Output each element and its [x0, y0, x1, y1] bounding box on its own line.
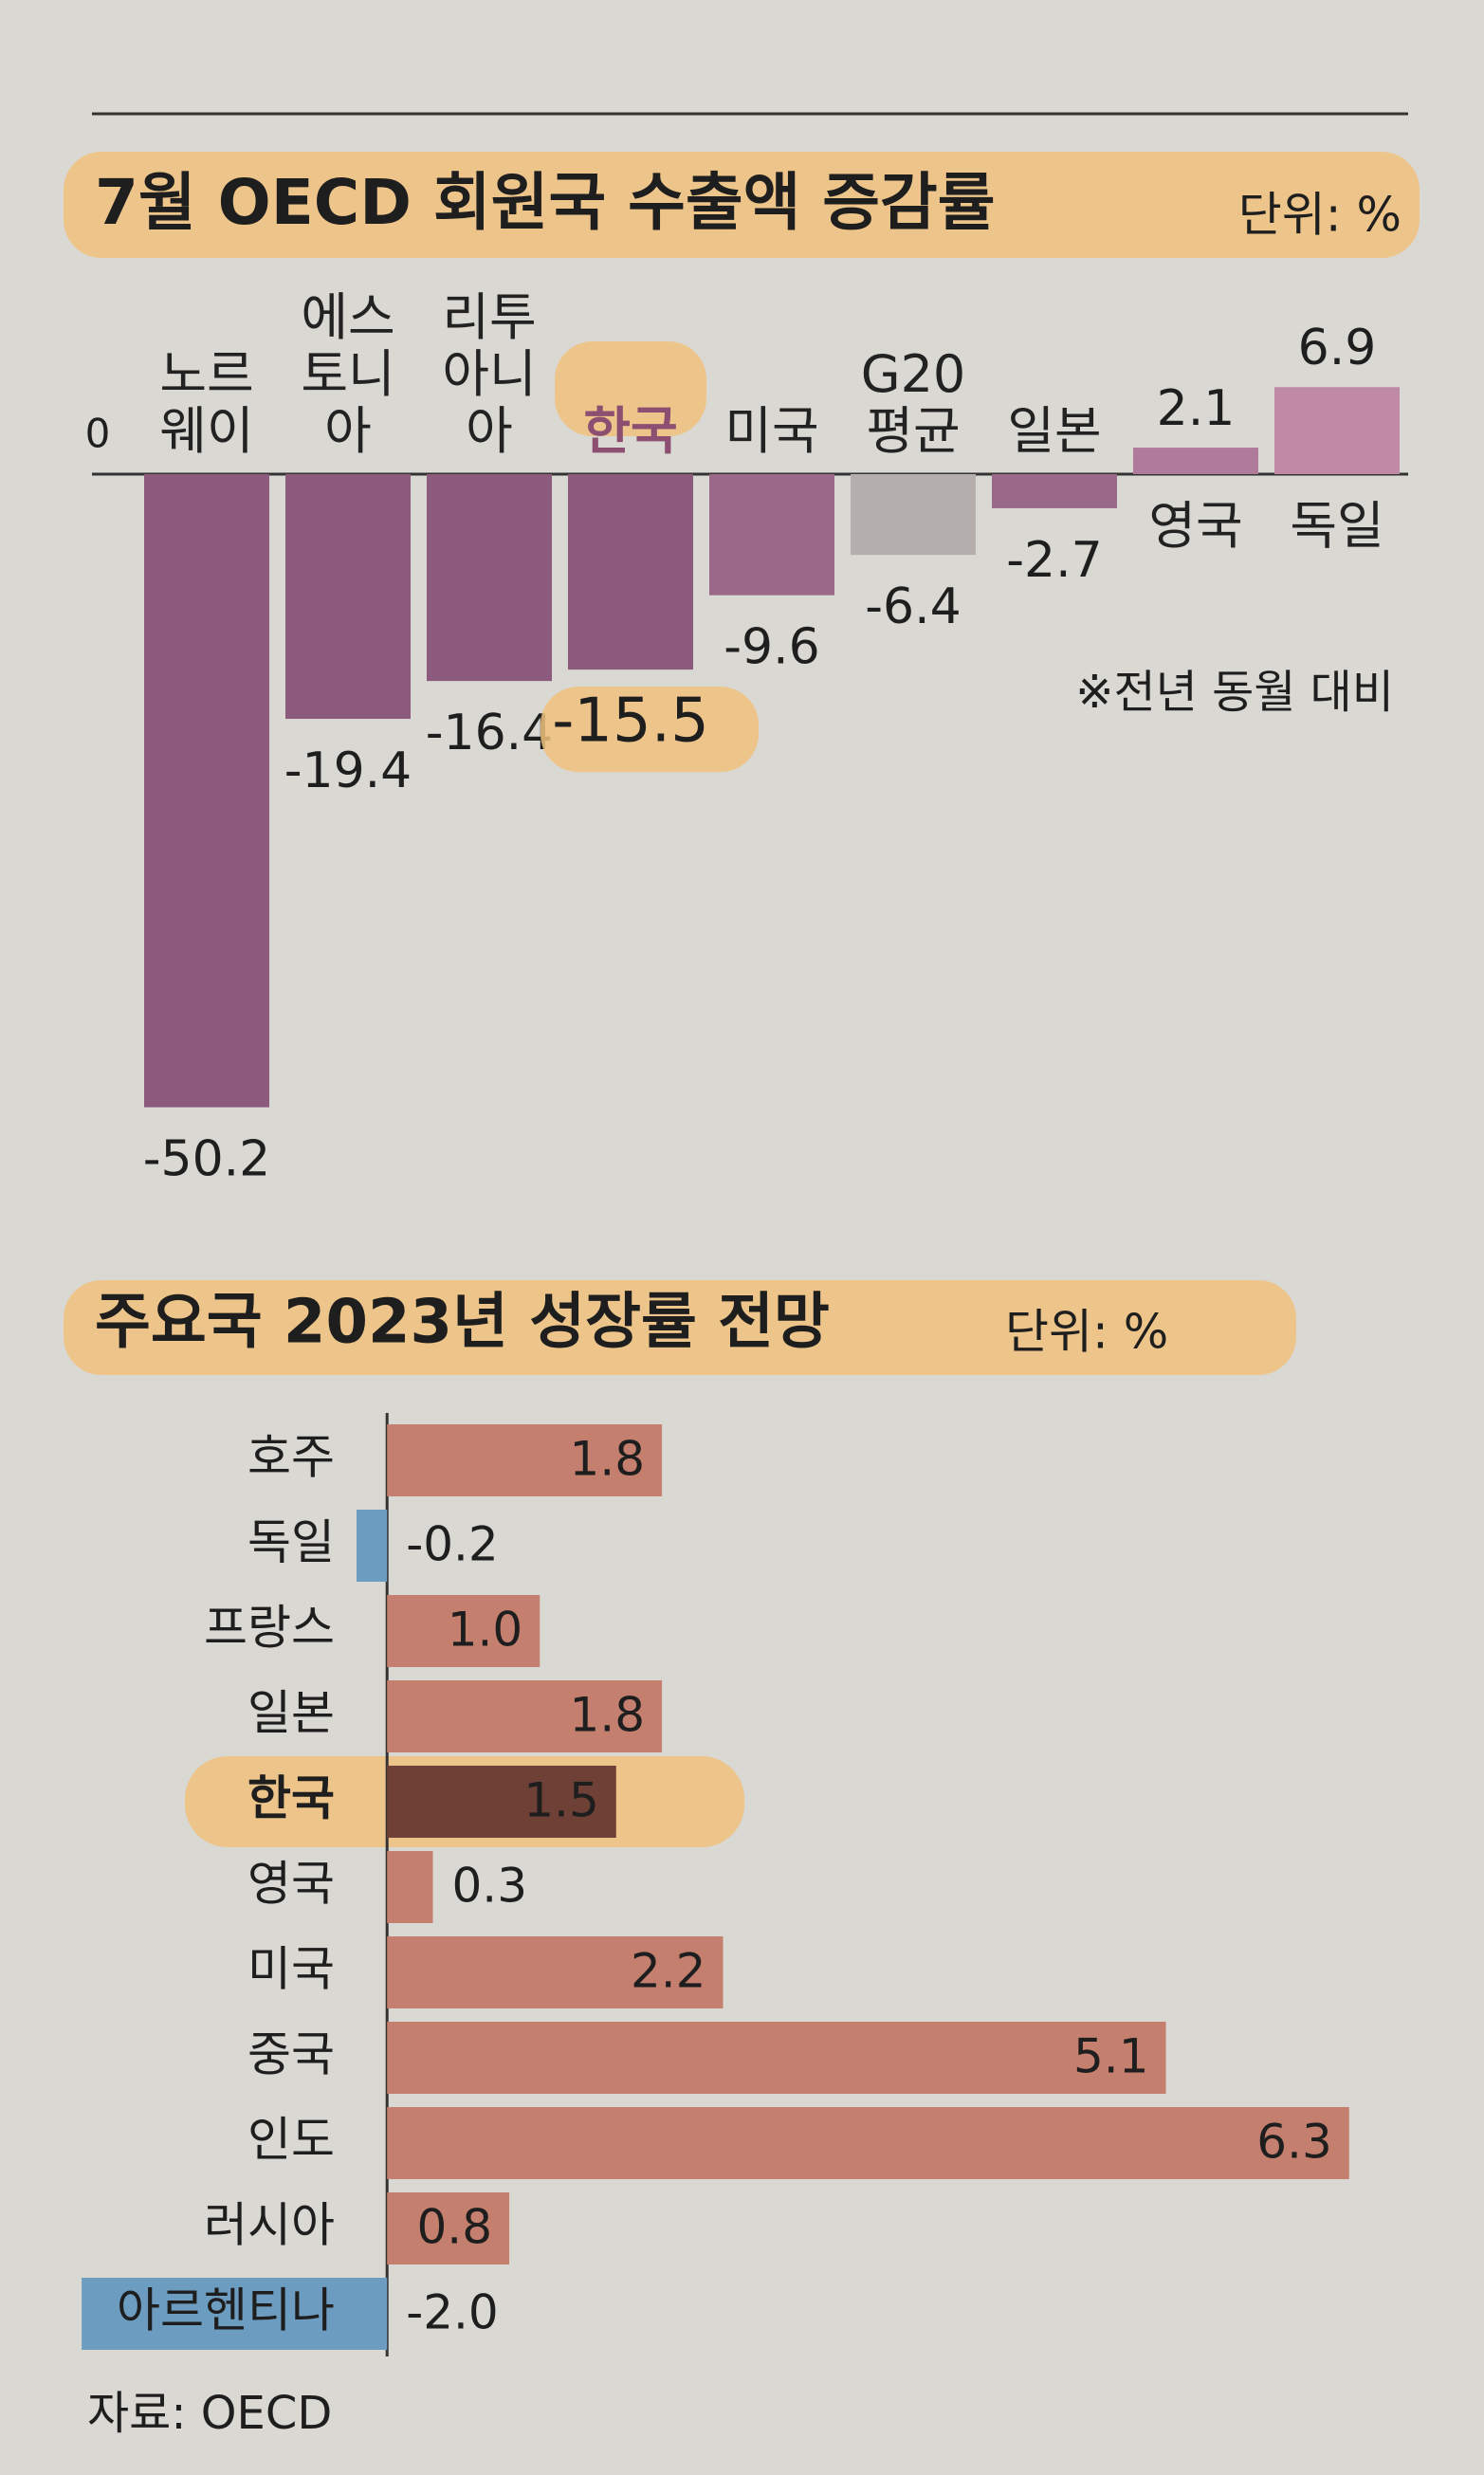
value-label: 5.1 [1073, 2029, 1149, 2084]
value-label: 2.2 [631, 1944, 706, 1999]
value-label: 1.0 [448, 1603, 523, 1658]
bar [387, 2107, 1349, 2179]
value-label: -16.4 [426, 705, 554, 761]
bar [427, 474, 552, 682]
bar [1274, 387, 1400, 474]
bar [82, 2278, 388, 2350]
chart-title: 7월 OECD 회원국 수출액 증감률 [95, 166, 995, 239]
value-label: -50.2 [143, 1131, 271, 1188]
bar [144, 474, 269, 1108]
bar [992, 474, 1117, 508]
x-tick-label: 일본 [1007, 401, 1102, 461]
source: 자료: OECD [87, 2387, 332, 2440]
value-label: 0.3 [452, 1859, 528, 1914]
note: ※전년 동월 대비 [1075, 666, 1394, 719]
y-tick-label: 러시아 [204, 2198, 335, 2253]
x-tick-label: 노르웨이 [159, 344, 254, 461]
y-tick-label: 일본 [247, 1686, 335, 1741]
title-highlight [64, 152, 1420, 258]
value-label: -19.4 [284, 742, 412, 799]
bar [387, 1680, 663, 1752]
bar [709, 474, 834, 596]
bar [387, 1424, 663, 1496]
y-tick-label: 독일 [247, 1515, 335, 1570]
y-tick-label: 중국 [247, 2027, 335, 2082]
bar [285, 474, 411, 720]
value-label: 0.8 [417, 2200, 493, 2255]
bar [356, 1510, 388, 1582]
y-tick-label: 영국 [247, 1857, 335, 1912]
bar [1133, 448, 1258, 474]
value-label: 2.1 [1157, 380, 1236, 437]
bar [387, 1936, 724, 2008]
x-tick-label: 에스토니아 [301, 287, 395, 461]
highlight [555, 341, 706, 436]
value-label: 1.8 [570, 1432, 646, 1487]
value-label: 1.5 [523, 1773, 599, 1828]
bar [387, 2192, 510, 2264]
value-label: 1.8 [570, 1688, 646, 1743]
value-label: -2.0 [406, 2285, 499, 2340]
value-label: -9.6 [724, 619, 819, 676]
unit-label: 단위: % [1238, 188, 1402, 243]
x-tick-label: G20평균 [860, 344, 966, 461]
title-highlight [64, 1280, 1296, 1375]
value-label: 6.3 [1256, 2115, 1332, 2170]
bar [387, 2022, 1166, 2094]
x-tick-label: 한국 [583, 401, 678, 461]
y-tick-label: 한국 [247, 1771, 335, 1826]
y-tick-label: 0 [85, 411, 111, 457]
value-label: -0.2 [406, 1517, 499, 1572]
x-tick-label: 미국 [724, 401, 819, 461]
value-label: -6.4 [865, 578, 961, 635]
x-tick-label: 영국 [1148, 496, 1243, 556]
x-tick-label: 독일 [1290, 496, 1384, 556]
bar [851, 474, 976, 556]
y-tick-label: 미국 [247, 1942, 335, 1997]
y-tick-label: 프랑스 [204, 1601, 335, 1656]
unit-label: 단위: % [1005, 1305, 1168, 1360]
bar [387, 1595, 540, 1667]
chart-title: 주요국 2023년 성장률 전망 [95, 1288, 830, 1358]
value-label: 6.9 [1298, 320, 1377, 376]
highlight [540, 687, 759, 773]
bar [387, 1766, 616, 1838]
value-label: -15.5 [552, 687, 709, 757]
x-tick-label: 리투아니아 [442, 287, 537, 461]
y-tick-label: 호주 [247, 1430, 335, 1485]
bar [568, 474, 693, 670]
y-tick-label: 아르헨티나 [117, 2283, 335, 2338]
y-tick-label: 인도 [247, 2113, 335, 2168]
value-label: -2.7 [1006, 532, 1102, 589]
bar [387, 1851, 433, 1923]
